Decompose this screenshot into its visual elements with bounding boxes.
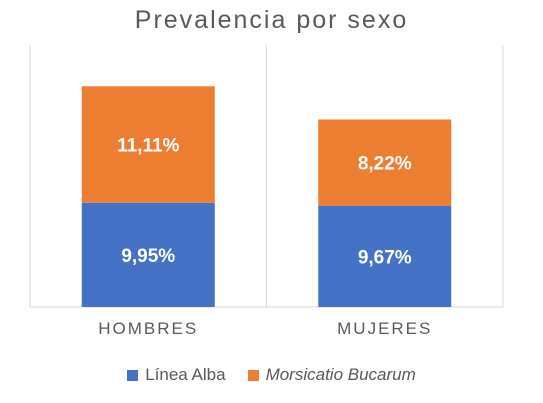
bar-hombres-linea-alba [81,202,215,307]
x-tick-label-hombres: HOMBRES [98,319,198,338]
chart-title: Prevalencia por sexo [134,6,409,34]
data-label-mujeres-linea-alba: 9,67% [358,247,412,268]
data-label-hombres-linea-alba: 9,95% [121,246,175,267]
legend-swatch-morsicatio-bucarum [247,369,259,381]
bar-hombres-morsicatio-bucarum [81,86,215,203]
legend-label-morsicatio-bucarum: Morsicatio Bucarum [265,365,416,384]
legend-item-morsicatio-bucarum: Morsicatio Bucarum [247,365,416,385]
legend-item-linea-alba: Línea Alba [127,365,226,385]
bar-mujeres-morsicatio-bucarum [318,119,452,206]
legend-label-linea-alba: Línea Alba [145,365,226,384]
data-label-mujeres-morsicatio-bucarum: 8,22% [358,154,412,175]
legend-swatch-linea-alba [127,369,139,381]
bar-mujeres-linea-alba [318,205,452,307]
chart-legend: Línea Alba Morsicatio Bucarum [0,365,543,385]
data-label-hombres-morsicatio-bucarum: 11,11% [117,136,179,157]
x-tick-label-mujeres: MUJERES [337,319,432,338]
